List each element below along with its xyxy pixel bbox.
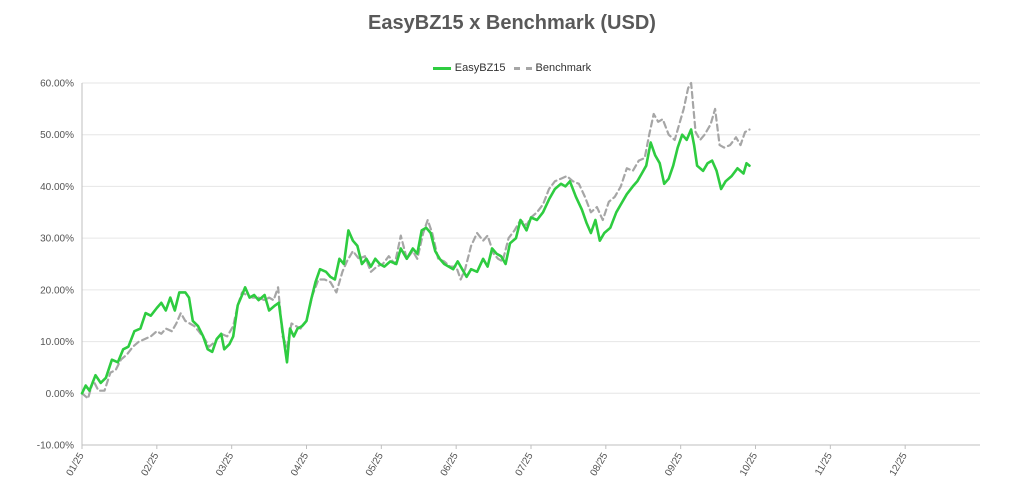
x-tick-label: 01/25 [65,451,87,479]
legend-swatch-easybz15 [432,66,451,70]
axes [81,83,980,446]
legend-label-easybz15: EasyBZ15 [454,62,506,74]
legend-swatch-benchmark [513,66,532,70]
y-tick-label: 50.00% [40,130,74,141]
x-tick-label: 12/25 [888,451,910,479]
x-tick-label: 07/25 [514,451,536,479]
x-tick-label: 02/25 [139,451,161,479]
x-tick-label: 11/25 [813,451,835,478]
x-tick-label: 08/25 [588,451,610,479]
y-tick-label: 60.00% [40,79,74,90]
series-line-benchmark[interactable] [80,81,751,400]
legend-item-easybz15[interactable]: EasyBZ15 [432,62,506,74]
x-tick-label: 10/25 [738,451,760,479]
y-tick-label: 30.00% [40,234,74,245]
x-tick-label: 05/25 [364,451,386,479]
chart-title: EasyBZ15 x Benchmark (USD) [368,12,656,34]
legend-item-benchmark[interactable]: Benchmark [513,62,592,74]
y-tick-label: 40.00% [40,182,74,193]
y-tick-label: 10.00% [40,337,74,348]
x-tick-label: 04/25 [289,451,311,479]
x-tick-label: 06/25 [439,451,461,479]
legend: EasyBZ15 Benchmark [0,62,1024,74]
series-lines [80,81,751,400]
y-tick-label: 20.00% [40,285,74,296]
grid-lines [82,82,980,446]
series-line-easybz15[interactable] [80,128,751,395]
y-tick-label: -10.00% [37,441,74,452]
y-tick-label: 0.00% [46,389,74,400]
x-tick-label: 09/25 [663,451,685,479]
y-axis-ticks: -10.00% 0.00% 10.00% 20.00% 30.00% 40.00% 50.0… [37,79,74,452]
x-tick-label: 03/25 [214,451,236,479]
legend-label-benchmark: Benchmark [535,62,592,74]
x-axis-ticks: 01/25 02/25 03/25 04/25 05/25 06/25 07/25 08/25… [65,445,910,478]
